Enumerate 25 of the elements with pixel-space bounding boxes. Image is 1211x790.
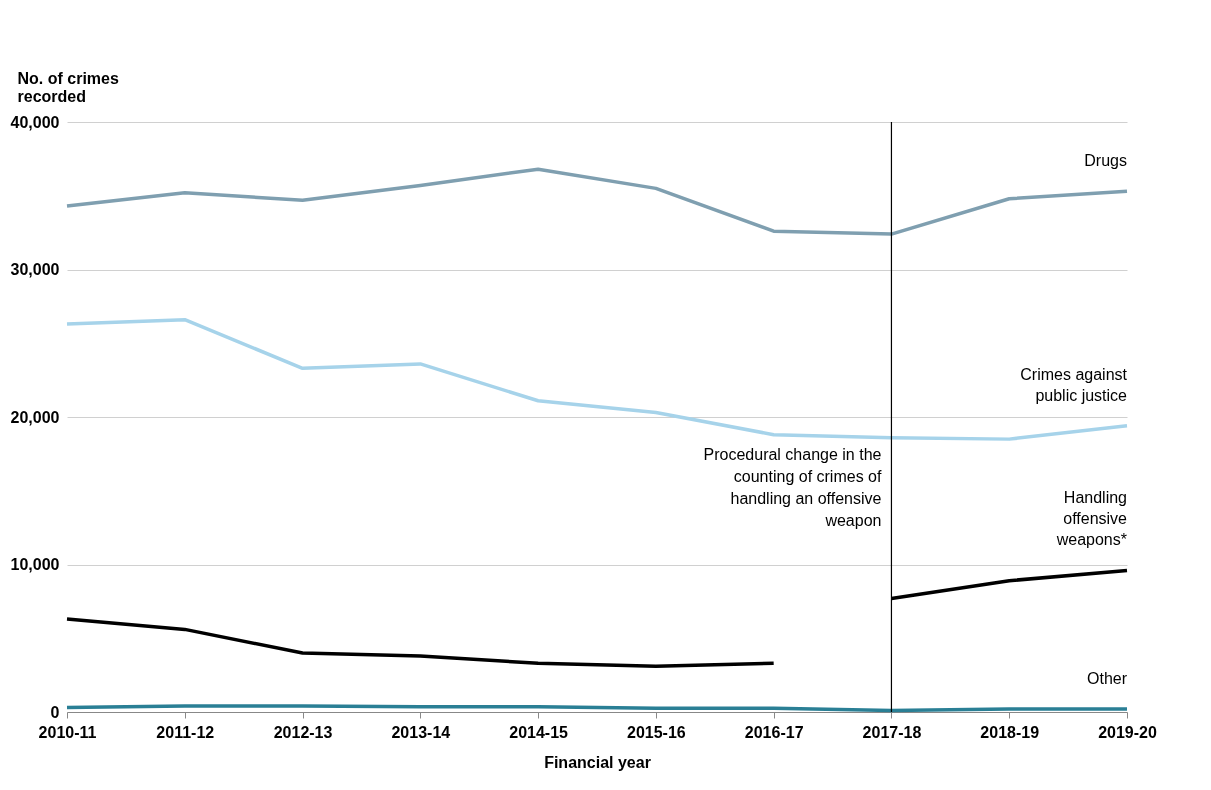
ref-line-label: Procedural change in the counting of crimes of handling an offensive weapon	[703, 446, 882, 529]
x-tick-label: 2018-19	[980, 723, 1040, 741]
x-tick-label: 2015-16	[627, 723, 686, 741]
x-tick-label: 2016-17	[744, 723, 804, 741]
line-series	[65, 167, 1129, 236]
x-tick-label: 2011-12	[156, 723, 215, 741]
x-tick-label: 2017-18	[862, 723, 922, 741]
x-tick-label: 2012-13	[273, 723, 333, 741]
y-tick-label: 10,000	[10, 556, 60, 573]
y-tick-label: 20,000	[10, 408, 60, 426]
x-tick-label: 2019-20	[1098, 723, 1157, 741]
series-label: Handling offensive weapons*	[1055, 489, 1128, 549]
x-axis-title: Financial year	[544, 753, 651, 771]
y-tick-label: 0	[50, 703, 60, 721]
y-tick-label: 40,000	[10, 113, 60, 131]
y-axis-title: No. of crimes recorded	[17, 69, 119, 105]
series-label: Crimes against public justice	[1020, 365, 1128, 404]
line-series	[65, 317, 1129, 441]
x-tick-label: 2010-11	[38, 723, 97, 741]
series-label: Other	[1086, 670, 1128, 688]
x-tick-label: 2013-14	[391, 723, 451, 741]
y-tick-label: 30,000	[10, 261, 60, 278]
x-tick-label: 2014-15	[509, 723, 569, 741]
series-label: Drugs	[1084, 152, 1127, 170]
line-series	[65, 617, 776, 669]
